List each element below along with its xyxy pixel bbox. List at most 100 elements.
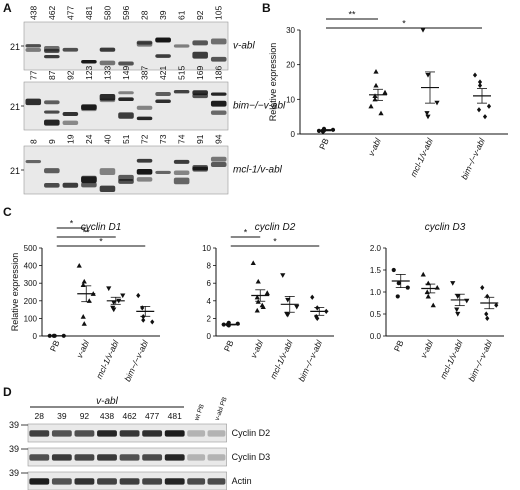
lane-label: 123 [84, 66, 94, 80]
blot-band [210, 156, 227, 162]
data-point [420, 271, 426, 277]
blot-band [173, 90, 190, 94]
x-tick-label: v-abl [418, 338, 435, 360]
data-point [294, 304, 300, 310]
blot-band [25, 47, 42, 52]
blot-band [99, 168, 116, 175]
blot-band [51, 454, 72, 461]
blot-band [207, 454, 226, 461]
blot-band [119, 478, 140, 485]
data-point [285, 312, 291, 318]
blot-band [97, 430, 117, 437]
data-point [254, 307, 260, 313]
blot-band [207, 430, 226, 437]
data-point [480, 285, 485, 291]
blot-band [29, 454, 50, 461]
lane-label: 438 [100, 411, 114, 421]
y-tick-label: 0 [207, 332, 212, 341]
data-point [405, 285, 410, 290]
data-point [477, 82, 483, 89]
data-point [373, 69, 379, 74]
data-point [315, 315, 320, 321]
blot-band [142, 478, 163, 485]
blot-band [173, 170, 190, 176]
x-tick-label: v-abl [248, 338, 265, 360]
lane-label: 92 [80, 411, 90, 421]
data-point [285, 297, 291, 303]
mw-marker: 39 [9, 444, 19, 454]
blot-band [142, 454, 163, 461]
x-tick-label: PB [317, 136, 331, 151]
significance-label: ** [83, 228, 91, 238]
x-tick-label: bim−/−v-abl [296, 338, 324, 383]
blot-band [44, 100, 60, 105]
lane-label: 481 [84, 6, 94, 20]
blot-band [74, 454, 95, 461]
panel-d-blots: v-abl 28 39 92 438 462 477 481 wt PB v-abl PB 39 Cy… [9, 396, 270, 490]
data-point [120, 293, 126, 299]
blot-a-2: 8 9 19 24 40 51 72 73 74 91 94 21 mcl-1/v-abl [10, 134, 283, 195]
blot-band [173, 44, 190, 48]
blot-band [192, 51, 208, 59]
data-point [141, 317, 146, 323]
blot-band [97, 454, 117, 461]
x-tick-label: mcl-1/v-abl [94, 338, 121, 381]
blot-band [99, 98, 116, 103]
significance-label: * [244, 228, 248, 238]
blot-band [210, 56, 227, 62]
data-point [315, 305, 320, 311]
mw-marker: 39 [9, 420, 19, 430]
data-point [486, 103, 492, 109]
blot-band [74, 430, 95, 437]
blot-band [51, 430, 72, 437]
lane-label: 28 [140, 10, 150, 20]
y-tick-label: 0 [291, 130, 296, 139]
blot-band [155, 54, 171, 58]
y-tick-label: 8 [207, 262, 212, 271]
blot-band [155, 92, 171, 96]
panel-c-chart-cyclin-d3: 0.0 0.5 1.0 1.5 2.0 cyclin D3 PB v-abl mcl-1/v-a… [370, 222, 504, 383]
y-tick-label: 300 [24, 279, 38, 288]
y-tick-label: 0 [33, 332, 38, 341]
data-point [494, 302, 499, 308]
blot-band [119, 454, 140, 461]
blot-band [44, 55, 60, 59]
blot-band [99, 94, 116, 101]
lane-label: 87 [47, 70, 57, 80]
blot-a-1: 77 87 92 123 133 149 387 421 515 169 186 21 bim−/−v-… [10, 66, 286, 131]
x-tick-label: v-abl [366, 136, 383, 158]
lane-label: 92 [195, 10, 205, 20]
row-label: Cyclin D2 [232, 428, 271, 438]
data-point [391, 267, 396, 273]
lane-label: 61 [177, 10, 187, 20]
lane-label: 477 [65, 6, 75, 20]
blot-band [119, 430, 140, 437]
blot-label: v-abl [233, 40, 255, 51]
data-point [140, 305, 145, 311]
data-point [434, 100, 440, 106]
data-point [424, 111, 430, 116]
data-point [485, 315, 490, 321]
blot-band [118, 61, 134, 66]
significance-label: * [402, 19, 406, 29]
blot-band [62, 47, 79, 52]
y-tick-label: 1.5 [370, 266, 382, 275]
lane-label: 580 [102, 6, 112, 20]
blot-band [207, 478, 226, 485]
blot-band [155, 170, 171, 174]
data-point [430, 302, 436, 308]
lane-label: 40 [102, 134, 112, 144]
data-point [455, 294, 461, 299]
blot-band [187, 478, 206, 485]
blot-a-0: 438 462 477 481 580 596 28 39 61 92 105 21 v-abl [10, 6, 255, 71]
blot-band [136, 41, 153, 45]
lane-label: 74 [177, 134, 187, 144]
blot-band [210, 92, 227, 96]
blot-band [118, 97, 134, 102]
y-tick-label: 10 [202, 244, 211, 253]
panel-b-chart: 0 10 20 30 Relative expression PB v-abl mcl-1/v… [268, 10, 508, 181]
data-point [316, 128, 322, 133]
significance-label: * [99, 237, 103, 247]
lane-label: 72 [140, 134, 150, 144]
